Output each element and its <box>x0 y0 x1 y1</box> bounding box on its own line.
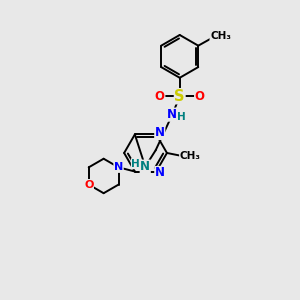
Text: N: N <box>114 162 123 172</box>
Text: N: N <box>140 160 150 173</box>
Text: O: O <box>84 180 93 190</box>
Text: CH₃: CH₃ <box>180 151 201 161</box>
Text: N: N <box>155 127 165 140</box>
Text: S: S <box>175 89 185 104</box>
Text: H: H <box>177 112 186 122</box>
Text: O: O <box>195 90 205 103</box>
Text: N: N <box>167 108 177 121</box>
Text: N: N <box>155 167 165 179</box>
Text: CH₃: CH₃ <box>210 32 231 41</box>
Text: H: H <box>131 159 140 169</box>
Text: O: O <box>155 90 165 103</box>
